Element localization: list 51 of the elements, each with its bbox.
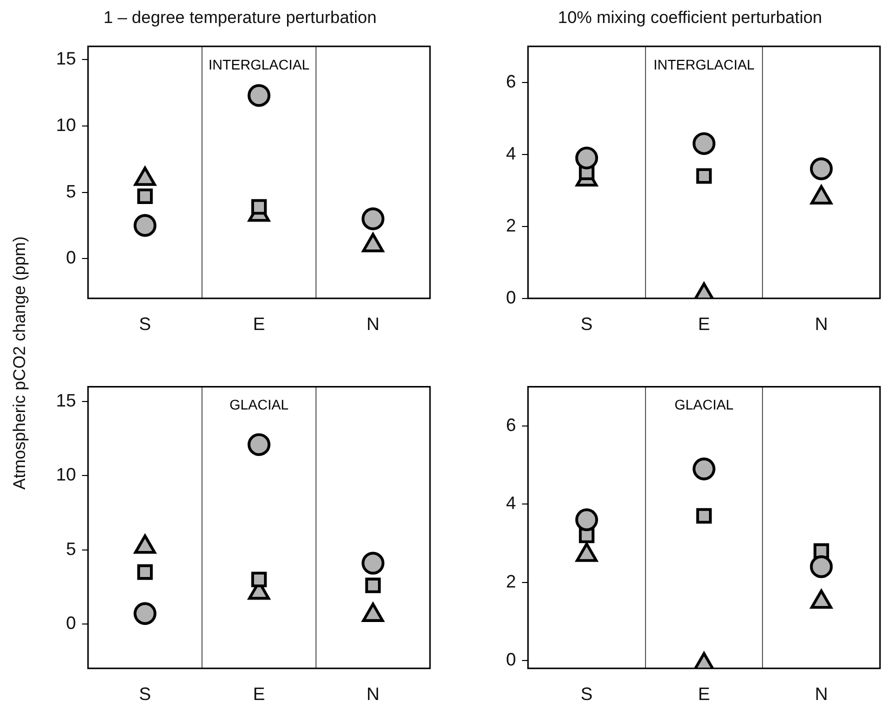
y-tick-label: 0 — [66, 612, 76, 633]
point — [251, 572, 267, 588]
annotation: INTERGLACIAL — [653, 56, 755, 72]
y-tick-label: 0 — [506, 287, 516, 308]
point — [362, 207, 384, 230]
point — [575, 508, 598, 532]
x-tick-label: S — [580, 684, 593, 704]
y-tick-label: 10 — [56, 464, 76, 485]
y-tick-label: 2 — [506, 571, 516, 592]
point — [134, 602, 156, 625]
chart-title: 10% mixing coefficient perturbation — [558, 8, 822, 27]
x-tick-label: N — [814, 684, 828, 704]
y-tick-label: 6 — [506, 414, 516, 435]
point — [137, 564, 153, 580]
x-tick-label: E — [253, 314, 266, 334]
point — [137, 188, 153, 204]
point — [810, 555, 833, 578]
x-tick-label: S — [139, 314, 152, 334]
point — [365, 578, 381, 594]
x-tick-label: N — [366, 684, 380, 704]
y-tick-label: 4 — [506, 493, 516, 514]
chart-title: 1 – degree temperature perturbation — [103, 8, 377, 27]
y-tick-label: 5 — [66, 181, 76, 202]
point — [248, 84, 270, 107]
y-tick-label: 2 — [506, 215, 516, 236]
point — [810, 590, 832, 609]
point — [248, 433, 270, 456]
y-axis-title: Atmospheric pCO2 change (ppm) — [10, 236, 30, 490]
y-tick-label: 15 — [56, 48, 76, 69]
annotation: GLACIAL — [674, 396, 734, 413]
point — [696, 508, 712, 524]
annotation: INTERGLACIAL — [208, 56, 310, 72]
y-tick-label: 0 — [506, 650, 516, 670]
y-tick-label: 4 — [506, 143, 516, 164]
x-tick-label: E — [698, 314, 710, 334]
y-tick-label: 15 — [56, 390, 76, 411]
x-tick-label: E — [253, 684, 266, 704]
y-tick-label: 0 — [66, 248, 76, 268]
x-tick-label: N — [814, 314, 828, 334]
point — [251, 199, 267, 215]
y-tick-label: 10 — [56, 114, 76, 135]
point — [692, 458, 716, 480]
x-tick-label: S — [139, 684, 152, 704]
x-tick-label: S — [580, 314, 593, 334]
x-tick-label: N — [366, 314, 380, 334]
point — [134, 214, 156, 237]
y-tick-label: 6 — [506, 71, 516, 92]
x-tick-label: E — [698, 684, 710, 704]
y-tick-label: 5 — [66, 538, 76, 559]
point — [362, 552, 384, 575]
annotation: GLACIAL — [229, 396, 289, 413]
